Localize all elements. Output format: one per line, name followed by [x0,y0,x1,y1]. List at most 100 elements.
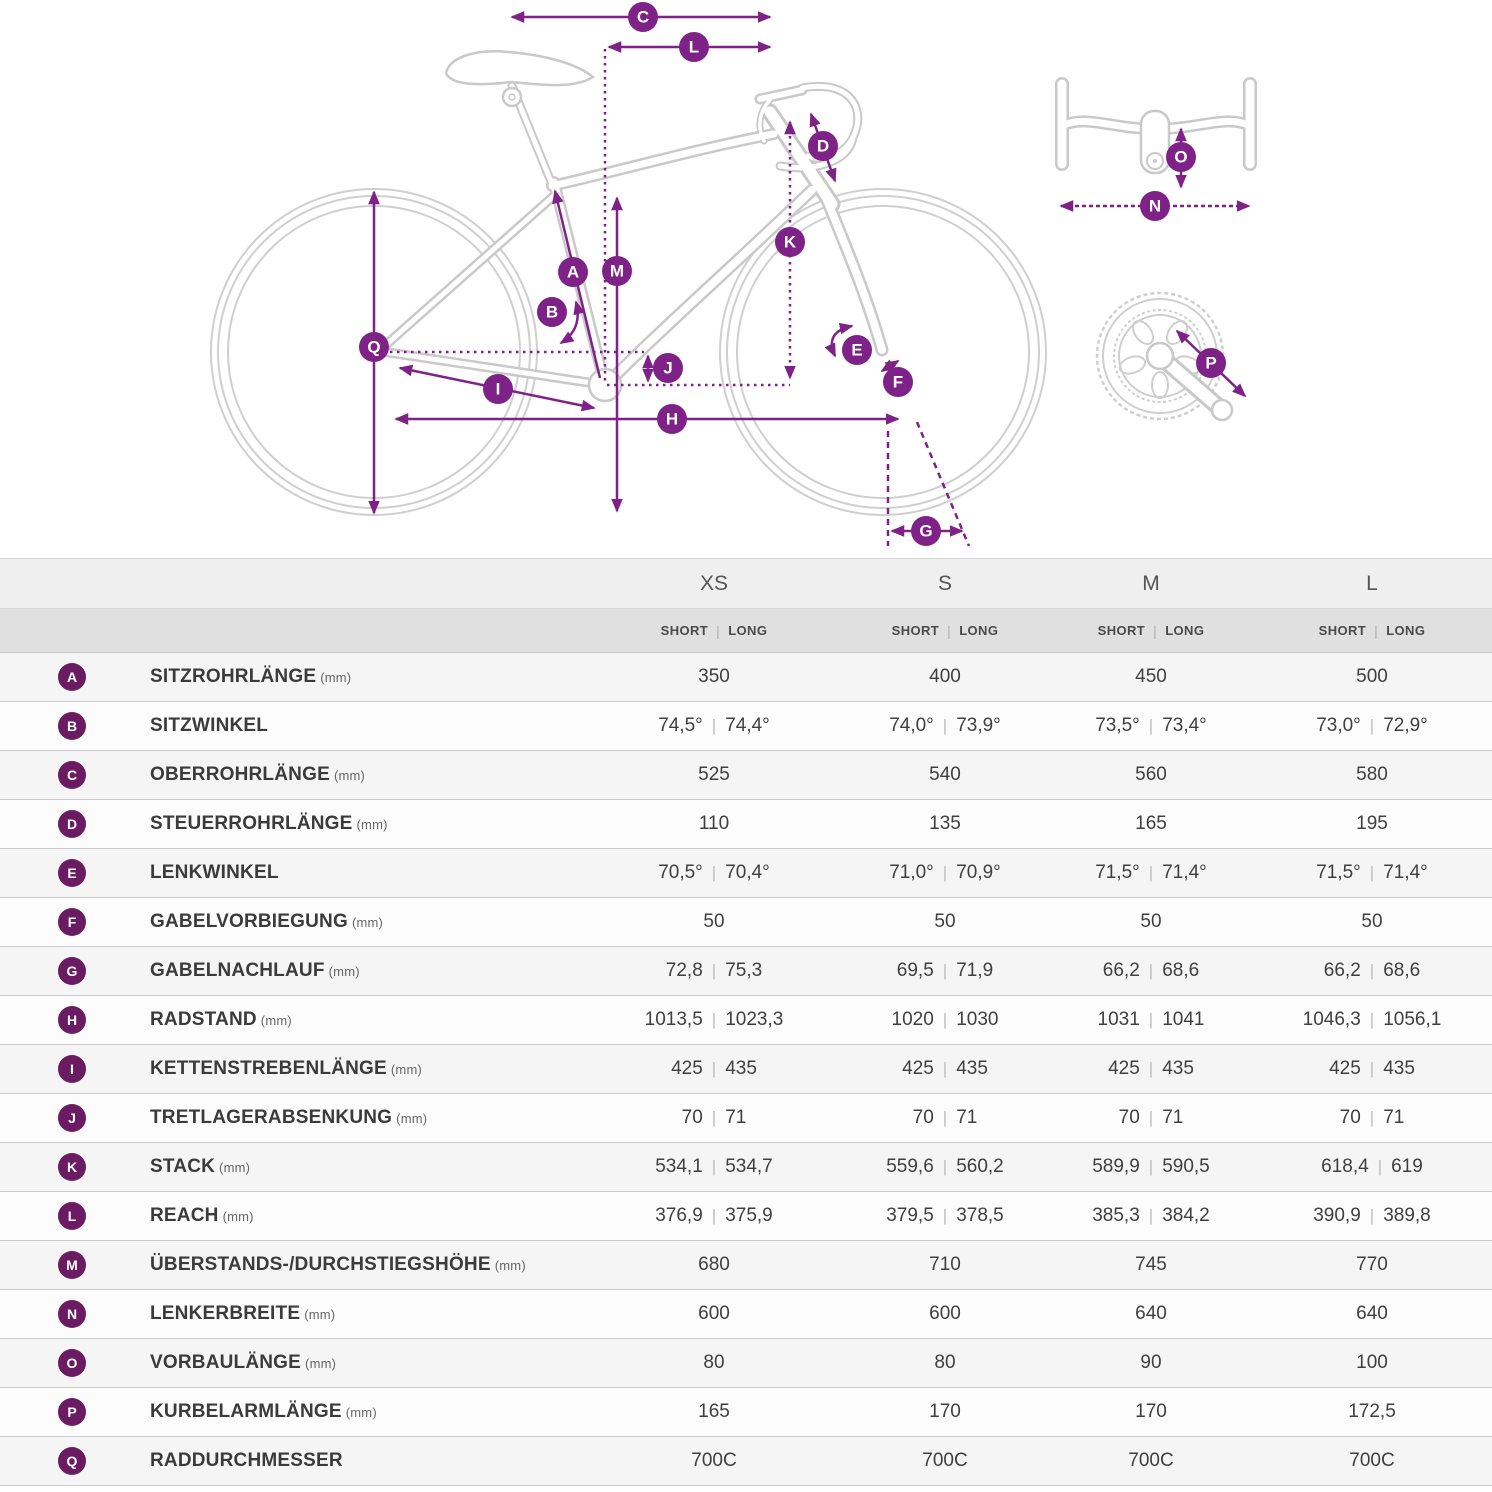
row-label-cell: G GABELNACHLAUF (mm) [0,957,588,985]
row-label-cell: F GABELVORBIEGUNG (mm) [0,908,588,936]
table-row: O VORBAULÄNGE (mm) 80 80 90 100 [0,1339,1492,1388]
value-cell-xs: 525 [698,764,730,785]
row-label: KETTENSTREBENLÄNGE (mm) [150,1058,423,1079]
value-cell-m: 385,3 | 384,2 [1092,1205,1210,1226]
handlebar-top-view [1055,77,1257,175]
value-cell-xs: 425 | 435 [671,1058,757,1079]
svg-text:G: G [919,522,932,541]
row-unit: (mm) [320,670,352,685]
row-label-cell: Q RADDURCHMESSER [0,1447,588,1475]
subheader-l: SHORT | LONG [1318,622,1426,639]
marker-badge-l: L [679,32,709,62]
value-cell-s: 700C [922,1450,968,1471]
value-cell-xs: 376,9 | 375,9 [655,1205,773,1226]
table-row: L REACH (mm) 376,9 | 375,9 379,5 | 378,5 385,… [0,1192,1492,1241]
marker-badge-k: K [775,227,805,257]
row-unit: (mm) [494,1258,526,1273]
svg-text:M: M [610,262,624,281]
front-wheel [719,188,1047,516]
marker-badge-c: C [628,2,658,32]
value-cell-xs: 50 [703,911,725,932]
row-letter-badge: H [58,1006,86,1034]
short-long-header-row: SHORT | LONG SHORT | LONG SHORT | LONG SHORT | L… [0,609,1492,653]
value-cell-s: 71,0° | 70,9° [889,862,1001,883]
steering-axis-dashed [915,421,971,547]
row-unit: (mm) [304,1307,336,1322]
marker-badges: C L D K A B M Q I J H E F G P N O [359,2,1226,546]
row-letter-badge: L [58,1202,86,1230]
row-label-cell: K STACK (mm) [0,1153,588,1181]
value-cell-m: 70 | 71 [1118,1107,1184,1128]
value-cell-s: 425 | 435 [902,1058,988,1079]
value-cell-l: 500 [1356,666,1388,687]
row-label: KURBELARMLÄNGE (mm) [150,1401,377,1422]
row-label-cell: O VORBAULÄNGE (mm) [0,1349,588,1377]
row-unit: (mm) [305,1356,337,1371]
svg-text:J: J [663,359,672,378]
row-label-cell: N LENKERBREITE (mm) [0,1300,588,1328]
row-letter-badge: A [58,663,86,691]
row-label: VORBAULÄNGE (mm) [150,1352,337,1373]
row-label: STACK (mm) [150,1156,251,1177]
pedal-axle [1210,398,1234,422]
row-label-cell: C OBERROHRLÄNGE (mm) [0,761,588,789]
row-letter-badge: M [58,1251,86,1279]
row-unit: (mm) [356,817,388,832]
table-row: G GABELNACHLAUF (mm) 72,8 | 75,3 69,5 | 71,9 … [0,947,1492,996]
row-label: SITZWINKEL [150,715,269,736]
row-label-cell: D STEUERROHRLÄNGE (mm) [0,810,588,838]
row-unit: (mm) [260,1013,292,1028]
svg-text:D: D [817,137,829,156]
row-letter-badge: G [58,957,86,985]
value-cell-s: 70 | 71 [912,1107,978,1128]
row-label: LENKWINKEL [150,862,279,883]
marker-badge-q: Q [359,332,389,362]
row-label-cell: M ÜBERSTANDS-/DURCHSTIEGSHÖHE (mm) [0,1251,588,1279]
row-label-cell: I KETTENSTREBENLÄNGE (mm) [0,1055,588,1083]
marker-badge-o: O [1166,142,1196,172]
svg-text:F: F [893,373,903,392]
value-cell-m: 745 [1135,1254,1167,1275]
table-row: I KETTENSTREBENLÄNGE (mm) 425 | 435 425 | 435… [0,1045,1492,1094]
value-cell-m: 165 [1135,813,1167,834]
table-row: N LENKERBREITE (mm) 600 600 640 640 [0,1290,1492,1339]
value-cell-m: 1031 | 1041 [1097,1009,1205,1030]
value-cell-m: 73,5° | 73,4° [1095,715,1207,736]
marker-badge-h: H [657,404,687,434]
marker-badge-g: G [911,516,941,546]
value-cell-l: 195 [1356,813,1388,834]
table-row: B SITZWINKEL 74,5° | 74,4° 74,0° | 73,9° 73,… [0,702,1492,751]
row-label-cell: A SITZROHRLÄNGE (mm) [0,663,588,691]
row-label: GABELNACHLAUF (mm) [150,960,360,981]
marker-badge-f: F [883,367,913,397]
row-unit: (mm) [390,1062,423,1077]
row-unit: (mm) [222,1209,254,1224]
table-row: D STEUERROHRLÄNGE (mm) 110 135 165 195 [0,800,1492,849]
value-cell-xs: 600 [698,1303,730,1324]
table-row: M ÜBERSTANDS-/DURCHSTIEGSHÖHE (mm) 680 71… [0,1241,1492,1290]
row-label: OBERROHRLÄNGE (mm) [150,764,366,785]
value-cell-s: 69,5 | 71,9 [896,960,994,981]
row-label: RADDURCHMESSER [150,1450,343,1471]
value-cell-xs: 70 | 71 [681,1107,747,1128]
value-cell-xs: 534,1 | 534,7 [655,1156,773,1177]
subheader-s: SHORT | LONG [891,622,999,639]
row-label-cell: E LENKWINKEL [0,859,588,887]
value-cell-s: 710 [929,1254,961,1275]
value-cell-l: 172,5 [1348,1401,1396,1422]
value-cell-xs: 72,8 | 75,3 [665,960,763,981]
value-cell-xs: 1013,5 | 1023,3 [644,1009,784,1030]
table-row: C OBERROHRLÄNGE (mm) 525 540 560 580 [0,751,1492,800]
table-body: A SITZROHRLÄNGE (mm) 350 400 450 500 B SI… [0,653,1492,1486]
row-unit: (mm) [328,964,360,979]
row-label-cell: L REACH (mm) [0,1202,588,1230]
value-cell-s: 74,0° | 73,9° [889,715,1001,736]
value-cell-m: 450 [1135,666,1167,687]
svg-text:I: I [496,380,501,399]
row-letter-badge: P [58,1398,86,1426]
arrow-F [880,359,900,373]
bike-frame [374,50,889,403]
arc-E [824,322,854,358]
value-cell-m: 560 [1135,764,1167,785]
table-row: J TRETLAGERABSENKUNG (mm) 70 | 71 70 | 71 70 |… [0,1094,1492,1143]
